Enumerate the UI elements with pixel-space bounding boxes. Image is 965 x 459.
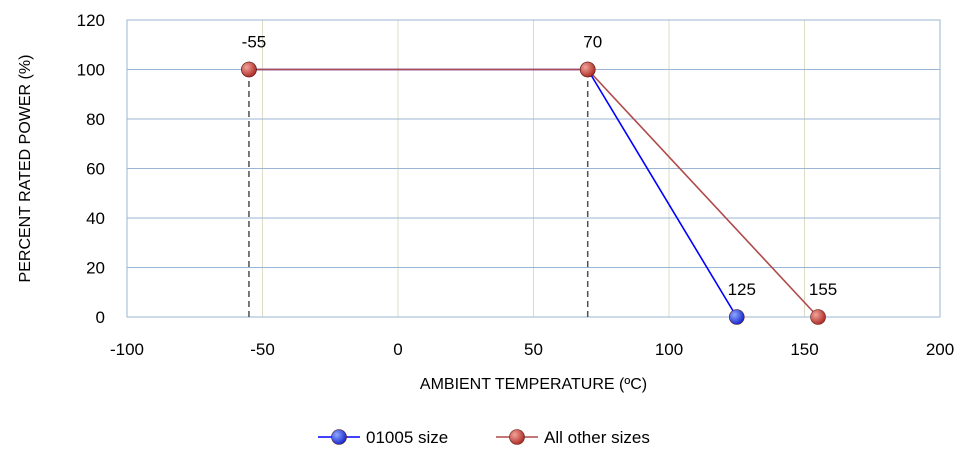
y-tick-label: 20 — [86, 259, 105, 278]
data-label: 155 — [809, 280, 837, 299]
legend-marker — [331, 429, 347, 445]
y-tick-label: 0 — [96, 308, 105, 327]
data-point — [728, 309, 745, 325]
legend: 01005 size All other sizes — [318, 428, 650, 447]
data-point — [241, 61, 257, 78]
data-labels: -55 70 125 155 — [242, 33, 838, 300]
legend-label: 01005 size — [366, 428, 448, 447]
data-point — [579, 61, 596, 78]
y-axis-title: PERCENT RATED POWER (%) — [17, 55, 34, 283]
x-tick-label: 150 — [790, 340, 818, 359]
data-label: -55 — [242, 33, 267, 52]
data-label: 70 — [583, 33, 602, 52]
x-tick-label: -100 — [110, 340, 144, 359]
series-line — [248, 68, 738, 318]
x-tick-label: 50 — [524, 340, 543, 359]
data-label: 125 — [728, 280, 756, 299]
y-axis-ticks: 0 20 40 60 80 100 120 — [77, 11, 105, 327]
legend-label: All other sizes — [544, 428, 650, 447]
x-axis-ticks: -100 -50 0 50 100 150 200 — [110, 340, 954, 359]
x-tick-label: -50 — [250, 340, 275, 359]
y-tick-label: 40 — [86, 209, 105, 228]
series-markers — [241, 61, 826, 325]
y-tick-label: 120 — [77, 11, 105, 30]
legend-item: All other sizes — [496, 428, 650, 447]
legend-marker — [509, 429, 525, 445]
x-tick-label: 100 — [655, 340, 683, 359]
x-tick-label: 200 — [926, 340, 954, 359]
plot-area — [126, 19, 941, 318]
data-point — [810, 309, 826, 325]
y-tick-label: 60 — [86, 160, 105, 179]
reference-lines — [248, 69, 589, 317]
legend-item: 01005 size — [318, 428, 448, 447]
y-tick-label: 80 — [86, 110, 105, 129]
x-axis-title: AMBIENT TEMPERATURE (ºC) — [420, 376, 647, 393]
y-tick-label: 100 — [77, 61, 105, 80]
x-tick-label: 0 — [393, 340, 402, 359]
